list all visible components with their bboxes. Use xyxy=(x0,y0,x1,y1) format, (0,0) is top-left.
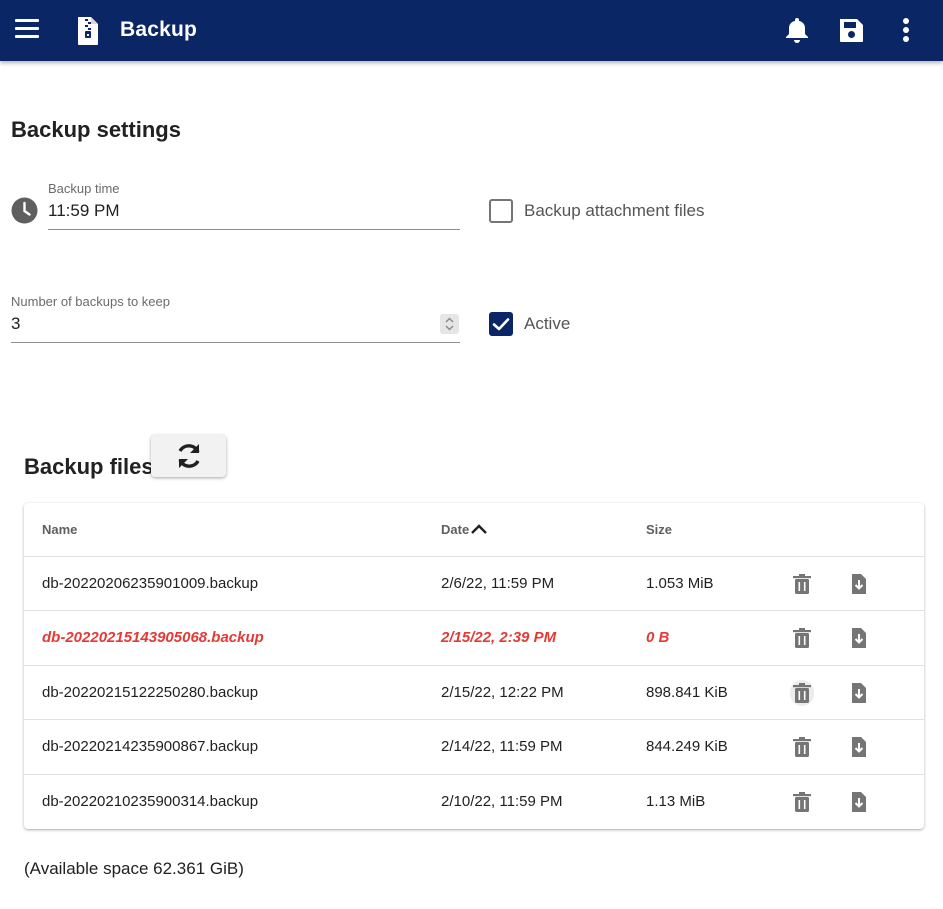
column-header-name[interactable]: Name xyxy=(42,522,78,537)
file-date: 2/15/22, 2:39 PM xyxy=(441,629,557,647)
file-name: db-20220210235900314.backup xyxy=(42,792,259,810)
delete-icon[interactable] xyxy=(790,571,814,597)
backup-time-input[interactable]: 11:59 PM xyxy=(48,201,120,220)
download-icon[interactable] xyxy=(847,680,871,706)
refresh-button[interactable] xyxy=(151,435,226,477)
file-size: 1.053 MiB xyxy=(646,575,714,592)
app-bar: Backup xyxy=(0,0,943,61)
sort-ascending-icon[interactable] xyxy=(470,522,488,536)
download-icon[interactable] xyxy=(847,789,871,815)
clock-icon xyxy=(11,197,38,224)
file-date: 2/10/22, 11:59 PM xyxy=(441,792,563,810)
backups-keep-input[interactable]: 3 xyxy=(11,314,21,333)
download-icon[interactable] xyxy=(847,625,871,651)
active-checkbox[interactable] xyxy=(489,312,513,336)
attachment-checkbox-label[interactable]: Backup attachment files xyxy=(524,201,705,220)
refresh-icon xyxy=(178,444,200,468)
table-row: db-20220210235900314.backup 2/10/22, 11:5… xyxy=(24,773,924,828)
file-name: db-20220215143905068.backup xyxy=(42,629,264,647)
delete-icon[interactable] xyxy=(790,734,814,760)
active-checkbox-label[interactable]: Active xyxy=(524,314,571,333)
files-heading: Backup files xyxy=(24,454,154,479)
number-spinner[interactable] xyxy=(440,314,459,334)
file-name: db-20220206235901009.backup xyxy=(42,575,259,592)
file-size: 1.13 MiB xyxy=(646,792,706,810)
zip-file-icon xyxy=(78,17,98,45)
file-name: db-20220214235900867.backup xyxy=(42,738,259,756)
column-header-size[interactable]: Size xyxy=(646,522,673,537)
file-size: 898.841 KiB xyxy=(646,683,728,701)
available-space: (Available space 62.361 GiB) xyxy=(24,859,244,878)
backup-files-table: Name Date Size db-20220206235901009.back… xyxy=(24,503,924,829)
more-vert-icon[interactable] xyxy=(891,14,921,46)
file-size: 0 B xyxy=(646,629,670,647)
file-date: 2/15/22, 12:22 PM xyxy=(441,683,564,701)
attachment-checkbox[interactable] xyxy=(489,199,513,223)
file-size: 844.249 KiB xyxy=(646,738,728,756)
save-icon[interactable] xyxy=(836,14,866,46)
table-row: db-20220214235900867.backup 2/14/22, 11:5… xyxy=(24,719,924,773)
delete-icon[interactable] xyxy=(790,625,814,651)
backups-keep-underline xyxy=(11,342,460,343)
table-row: db-20220206235901009.backup 2/6/22, 11:59… xyxy=(24,556,924,610)
delete-icon[interactable] xyxy=(790,789,814,815)
spinner-arrows-icon xyxy=(445,317,454,331)
backups-keep-label: Number of backups to keep xyxy=(11,294,170,309)
backup-time-label: Backup time xyxy=(48,181,120,196)
file-date: 2/14/22, 11:59 PM xyxy=(441,738,563,756)
column-header-date[interactable]: Date xyxy=(441,522,470,537)
bell-icon[interactable] xyxy=(782,14,812,46)
app-title: Backup xyxy=(120,18,198,41)
table-row: db-20220215122250280.backup 2/15/22, 12:2… xyxy=(24,664,924,719)
check-icon xyxy=(492,318,510,331)
backup-time-underline xyxy=(48,229,460,230)
download-icon[interactable] xyxy=(847,571,871,597)
settings-heading: Backup settings xyxy=(11,117,181,142)
download-icon[interactable] xyxy=(847,734,871,760)
table-row: db-20220215143905068.backup 2/15/22, 2:39… xyxy=(24,610,924,664)
file-date: 2/6/22, 11:59 PM xyxy=(441,575,555,592)
menu-icon[interactable] xyxy=(15,16,41,44)
file-name: db-20220215122250280.backup xyxy=(42,683,259,701)
delete-icon[interactable] xyxy=(790,679,814,706)
